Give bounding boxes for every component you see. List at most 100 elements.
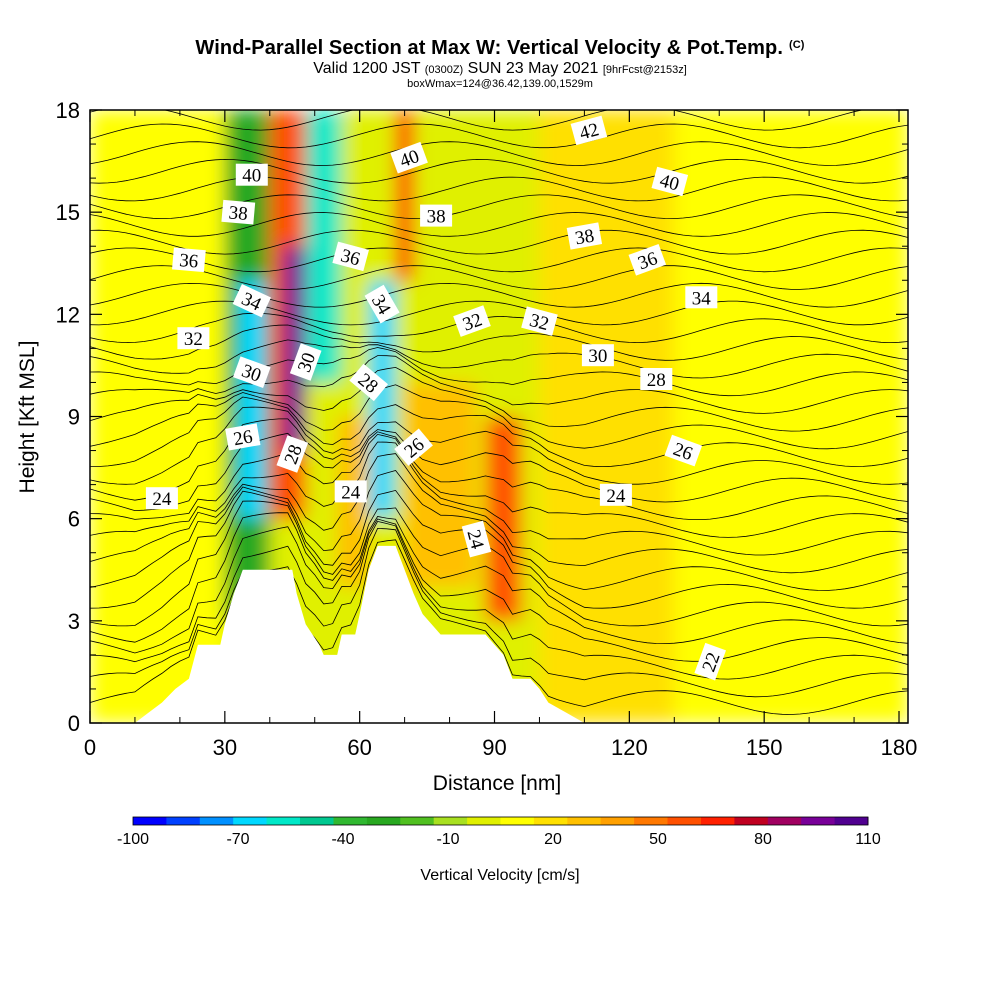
colorbar-tick-label: -40 (331, 831, 354, 848)
theta-label: 38 (420, 204, 453, 228)
theta-label-text: 30 (588, 346, 607, 367)
theta-contour (90, 453, 908, 574)
theta-label-text: 26 (232, 426, 254, 450)
theta-label: 34 (685, 286, 718, 309)
colorbar-swatch (467, 817, 501, 825)
subtitle-valid: Valid 1200 JST (313, 60, 421, 77)
theta-contour (90, 539, 908, 715)
y-tick-label: 9 (68, 405, 80, 430)
theta-label-bg (521, 306, 558, 336)
chart-title: Wind-Parallel Section at Max W: Vertical… (0, 37, 1000, 60)
chart-subtitle: Valid 1200 JST (0300Z) SUN 23 May 2021 [… (0, 60, 1000, 78)
colorbar-swatch (400, 817, 435, 825)
theta-label: 28 (276, 435, 309, 473)
theta-label: 30 (289, 343, 322, 381)
theta-label-text: 36 (178, 250, 199, 273)
colorbar-tick-label: -100 (117, 831, 149, 848)
theta-label: 40 (235, 163, 268, 187)
theta-label-bg (225, 423, 261, 451)
theta-label: 36 (172, 247, 206, 273)
theta-label-bg (461, 520, 492, 558)
colorbar-tick-label: -10 (436, 831, 459, 848)
velocity-cell (305, 110, 342, 383)
colorbar-tick-label: 110 (855, 831, 881, 848)
y-tick-label: 18 (56, 98, 80, 123)
theta-label-text: 28 (647, 370, 666, 391)
x-tick-label: 60 (347, 735, 371, 760)
colorbar-swatch (533, 817, 568, 825)
y-tick-label: 15 (56, 200, 80, 225)
colorbar-swatch (667, 817, 702, 825)
theta-contour (90, 433, 908, 538)
theta-label: 28 (640, 368, 673, 391)
colorbar: -100 -70 -40 -10 20 50 80 110 (117, 816, 881, 848)
colorbar-tick-label: 80 (754, 831, 772, 848)
x-tick-label: 90 (482, 735, 506, 760)
theta-label: 24 (461, 520, 492, 558)
theta-label: 38 (566, 222, 603, 250)
theta-label: 24 (145, 487, 178, 510)
theta-contour (90, 384, 908, 450)
subtitle-date: SUN 23 May 2021 (467, 60, 599, 77)
theta-contours (90, 110, 908, 715)
x-tick-label: 180 (881, 735, 918, 760)
theta-label-text: 24 (341, 482, 361, 503)
colorbar-swatch (133, 817, 167, 825)
theta-label-bg (685, 286, 718, 309)
colorbar-tick-label: -70 (226, 831, 249, 848)
theta-label-text: 36 (338, 245, 362, 270)
velocity-cell (283, 246, 306, 451)
theta-label-bg (394, 428, 433, 466)
theta-label: 26 (225, 423, 261, 451)
theta-label-bg (581, 344, 614, 367)
theta-contour (90, 518, 908, 662)
theta-label-bg (233, 356, 271, 389)
terrain-silhouette (90, 545, 908, 723)
theta-label-bg (664, 434, 703, 467)
colorbar-swatch (233, 817, 268, 825)
x-tick-label: 150 (746, 735, 783, 760)
y-tick-label: 12 (56, 302, 80, 327)
title-mark: (C) (788, 39, 805, 51)
theta-contour (90, 512, 908, 645)
subtitle-z: (0300Z) (424, 64, 464, 76)
theta-label: 40 (651, 166, 689, 197)
colorbar-swatch (834, 817, 869, 825)
theta-label-text: 40 (658, 170, 682, 195)
theta-label-text: 32 (527, 310, 551, 335)
chart-title-text: Wind-Parallel Section at Max W: Vertical… (195, 37, 783, 59)
colorbar-swatch (701, 817, 735, 825)
theta-label-bg (566, 222, 603, 250)
theta-label-bg (640, 368, 673, 390)
colorbar-swatch (266, 817, 301, 825)
theta-label-bg (221, 199, 256, 225)
velocity-cell (674, 110, 908, 723)
colorbar-frame (132, 816, 869, 826)
colorbar-label: Vertical Velocity [cm/s] (420, 867, 579, 884)
x-tick-label: 120 (611, 735, 648, 760)
theta-contour (90, 396, 908, 468)
colorbar-swatch (166, 817, 201, 825)
theta-contour (90, 500, 908, 627)
theta-contour (90, 431, 908, 520)
theta-label-bg (453, 305, 491, 337)
theta-contour (90, 247, 908, 273)
subtitle-fcst: [9hrFcst@2153z] (602, 64, 687, 76)
theta-contour (90, 300, 908, 326)
theta-label: 36 (332, 241, 370, 272)
theta-label: 32 (521, 306, 558, 336)
theta-contour (90, 347, 908, 397)
theta-label-text: 24 (606, 486, 626, 507)
theta-contour (90, 324, 908, 361)
theta-label: 32 (177, 327, 210, 350)
theta-label-bg (289, 343, 322, 381)
theta-label-bg (651, 166, 689, 197)
colorbar-tick-label: 50 (649, 831, 667, 848)
theta-contour (90, 141, 908, 166)
terrain (90, 545, 908, 723)
colorbar-swatch (433, 817, 468, 825)
theta-contour (90, 282, 908, 308)
theta-contour (90, 339, 908, 379)
theta-label-bg (235, 163, 268, 186)
